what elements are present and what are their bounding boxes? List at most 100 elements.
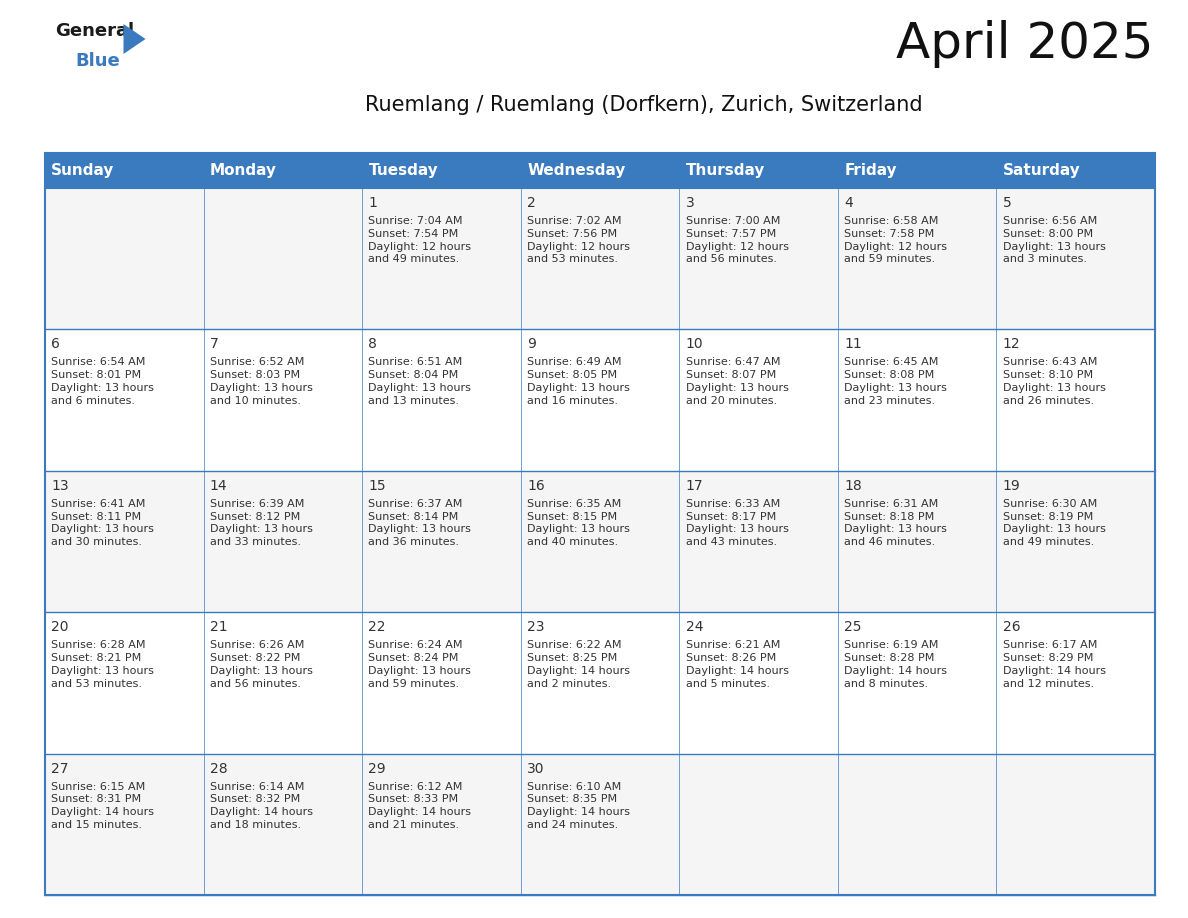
Bar <box>203 471 362 612</box>
Text: Sunrise: 6:21 AM
Sunset: 8:26 PM
Daylight: 14 hours
and 5 minutes.: Sunrise: 6:21 AM Sunset: 8:26 PM Dayligh… <box>685 640 789 688</box>
Bar <box>680 754 838 895</box>
Bar <box>838 188 997 330</box>
Bar <box>838 330 997 471</box>
Text: 6: 6 <box>51 338 61 352</box>
Text: Friday: Friday <box>845 163 897 178</box>
Bar <box>680 153 838 188</box>
Bar <box>520 330 680 471</box>
Text: 4: 4 <box>845 196 853 210</box>
Text: 23: 23 <box>527 621 544 634</box>
Bar <box>997 153 1155 188</box>
Bar <box>203 188 362 330</box>
Text: 15: 15 <box>368 479 386 493</box>
Text: Sunrise: 6:49 AM
Sunset: 8:05 PM
Daylight: 13 hours
and 16 minutes.: Sunrise: 6:49 AM Sunset: 8:05 PM Dayligh… <box>527 357 630 406</box>
Text: Ruemlang / Ruemlang (Dorfkern), Zurich, Switzerland: Ruemlang / Ruemlang (Dorfkern), Zurich, … <box>365 95 923 115</box>
Text: Sunrise: 7:00 AM
Sunset: 7:57 PM
Daylight: 12 hours
and 56 minutes.: Sunrise: 7:00 AM Sunset: 7:57 PM Dayligh… <box>685 216 789 264</box>
Text: Wednesday: Wednesday <box>527 163 625 178</box>
Text: Sunrise: 6:41 AM
Sunset: 8:11 PM
Daylight: 13 hours
and 30 minutes.: Sunrise: 6:41 AM Sunset: 8:11 PM Dayligh… <box>51 498 154 547</box>
Bar <box>45 471 203 612</box>
Text: Sunrise: 6:39 AM
Sunset: 8:12 PM
Daylight: 13 hours
and 33 minutes.: Sunrise: 6:39 AM Sunset: 8:12 PM Dayligh… <box>210 498 312 547</box>
Text: Saturday: Saturday <box>1003 163 1081 178</box>
Bar <box>45 612 203 754</box>
Text: Sunrise: 6:12 AM
Sunset: 8:33 PM
Daylight: 14 hours
and 21 minutes.: Sunrise: 6:12 AM Sunset: 8:33 PM Dayligh… <box>368 781 472 830</box>
Polygon shape <box>124 24 145 54</box>
Text: 1: 1 <box>368 196 378 210</box>
Bar <box>520 188 680 330</box>
Text: 13: 13 <box>51 479 69 493</box>
Text: April 2025: April 2025 <box>896 20 1154 68</box>
Text: Sunrise: 7:04 AM
Sunset: 7:54 PM
Daylight: 12 hours
and 49 minutes.: Sunrise: 7:04 AM Sunset: 7:54 PM Dayligh… <box>368 216 472 264</box>
Bar <box>203 754 362 895</box>
Text: Sunrise: 6:52 AM
Sunset: 8:03 PM
Daylight: 13 hours
and 10 minutes.: Sunrise: 6:52 AM Sunset: 8:03 PM Dayligh… <box>210 357 312 406</box>
Text: Thursday: Thursday <box>685 163 765 178</box>
Bar <box>45 188 203 330</box>
Text: 3: 3 <box>685 196 694 210</box>
Text: Sunrise: 6:19 AM
Sunset: 8:28 PM
Daylight: 14 hours
and 8 minutes.: Sunrise: 6:19 AM Sunset: 8:28 PM Dayligh… <box>845 640 947 688</box>
Bar <box>520 471 680 612</box>
Bar <box>997 188 1155 330</box>
Text: 7: 7 <box>210 338 219 352</box>
Text: Sunrise: 6:17 AM
Sunset: 8:29 PM
Daylight: 14 hours
and 12 minutes.: Sunrise: 6:17 AM Sunset: 8:29 PM Dayligh… <box>1003 640 1106 688</box>
Text: 20: 20 <box>51 621 69 634</box>
Bar <box>838 754 997 895</box>
Text: 10: 10 <box>685 338 703 352</box>
Text: 9: 9 <box>527 338 536 352</box>
Text: Sunrise: 6:15 AM
Sunset: 8:31 PM
Daylight: 14 hours
and 15 minutes.: Sunrise: 6:15 AM Sunset: 8:31 PM Dayligh… <box>51 781 154 830</box>
Bar <box>362 471 520 612</box>
Text: 22: 22 <box>368 621 386 634</box>
Text: Sunrise: 6:51 AM
Sunset: 8:04 PM
Daylight: 13 hours
and 13 minutes.: Sunrise: 6:51 AM Sunset: 8:04 PM Dayligh… <box>368 357 472 406</box>
Bar <box>45 754 203 895</box>
Text: 16: 16 <box>527 479 545 493</box>
Text: 30: 30 <box>527 762 544 776</box>
Text: 26: 26 <box>1003 621 1020 634</box>
Text: Sunrise: 6:22 AM
Sunset: 8:25 PM
Daylight: 14 hours
and 2 minutes.: Sunrise: 6:22 AM Sunset: 8:25 PM Dayligh… <box>527 640 630 688</box>
Bar <box>838 153 997 188</box>
Bar <box>362 754 520 895</box>
Bar <box>203 612 362 754</box>
Text: 27: 27 <box>51 762 69 776</box>
Text: 11: 11 <box>845 338 862 352</box>
Text: Sunrise: 6:56 AM
Sunset: 8:00 PM
Daylight: 13 hours
and 3 minutes.: Sunrise: 6:56 AM Sunset: 8:00 PM Dayligh… <box>1003 216 1106 264</box>
Text: Tuesday: Tuesday <box>368 163 438 178</box>
Text: General: General <box>55 22 134 40</box>
Bar <box>362 188 520 330</box>
Bar <box>997 612 1155 754</box>
Text: Sunrise: 6:10 AM
Sunset: 8:35 PM
Daylight: 14 hours
and 24 minutes.: Sunrise: 6:10 AM Sunset: 8:35 PM Dayligh… <box>527 781 630 830</box>
Text: 29: 29 <box>368 762 386 776</box>
Text: Sunrise: 6:31 AM
Sunset: 8:18 PM
Daylight: 13 hours
and 46 minutes.: Sunrise: 6:31 AM Sunset: 8:18 PM Dayligh… <box>845 498 947 547</box>
Bar <box>680 330 838 471</box>
Text: 12: 12 <box>1003 338 1020 352</box>
Text: Sunrise: 6:24 AM
Sunset: 8:24 PM
Daylight: 13 hours
and 59 minutes.: Sunrise: 6:24 AM Sunset: 8:24 PM Dayligh… <box>368 640 472 688</box>
Text: Sunrise: 6:35 AM
Sunset: 8:15 PM
Daylight: 13 hours
and 40 minutes.: Sunrise: 6:35 AM Sunset: 8:15 PM Dayligh… <box>527 498 630 547</box>
Bar <box>680 188 838 330</box>
Bar <box>520 153 680 188</box>
Bar <box>680 471 838 612</box>
Text: Sunrise: 6:28 AM
Sunset: 8:21 PM
Daylight: 13 hours
and 53 minutes.: Sunrise: 6:28 AM Sunset: 8:21 PM Dayligh… <box>51 640 154 688</box>
Text: Sunrise: 6:47 AM
Sunset: 8:07 PM
Daylight: 13 hours
and 20 minutes.: Sunrise: 6:47 AM Sunset: 8:07 PM Dayligh… <box>685 357 789 406</box>
Text: Monday: Monday <box>210 163 277 178</box>
Bar <box>997 754 1155 895</box>
Bar <box>203 330 362 471</box>
Bar <box>997 471 1155 612</box>
Text: 8: 8 <box>368 338 378 352</box>
Bar <box>203 153 362 188</box>
Text: Sunrise: 6:54 AM
Sunset: 8:01 PM
Daylight: 13 hours
and 6 minutes.: Sunrise: 6:54 AM Sunset: 8:01 PM Dayligh… <box>51 357 154 406</box>
Text: 25: 25 <box>845 621 861 634</box>
Text: Sunrise: 6:33 AM
Sunset: 8:17 PM
Daylight: 13 hours
and 43 minutes.: Sunrise: 6:33 AM Sunset: 8:17 PM Dayligh… <box>685 498 789 547</box>
Bar <box>362 612 520 754</box>
Text: 14: 14 <box>210 479 228 493</box>
Text: 21: 21 <box>210 621 228 634</box>
Text: Sunrise: 6:14 AM
Sunset: 8:32 PM
Daylight: 14 hours
and 18 minutes.: Sunrise: 6:14 AM Sunset: 8:32 PM Dayligh… <box>210 781 312 830</box>
Text: 17: 17 <box>685 479 703 493</box>
Bar <box>520 612 680 754</box>
Text: Sunrise: 6:37 AM
Sunset: 8:14 PM
Daylight: 13 hours
and 36 minutes.: Sunrise: 6:37 AM Sunset: 8:14 PM Dayligh… <box>368 498 472 547</box>
Text: 19: 19 <box>1003 479 1020 493</box>
Text: Sunrise: 6:45 AM
Sunset: 8:08 PM
Daylight: 13 hours
and 23 minutes.: Sunrise: 6:45 AM Sunset: 8:08 PM Dayligh… <box>845 357 947 406</box>
Text: Sunday: Sunday <box>51 163 115 178</box>
Text: Sunrise: 6:43 AM
Sunset: 8:10 PM
Daylight: 13 hours
and 26 minutes.: Sunrise: 6:43 AM Sunset: 8:10 PM Dayligh… <box>1003 357 1106 406</box>
Text: Sunrise: 6:30 AM
Sunset: 8:19 PM
Daylight: 13 hours
and 49 minutes.: Sunrise: 6:30 AM Sunset: 8:19 PM Dayligh… <box>1003 498 1106 547</box>
Text: 24: 24 <box>685 621 703 634</box>
Text: 28: 28 <box>210 762 228 776</box>
Text: Sunrise: 6:58 AM
Sunset: 7:58 PM
Daylight: 12 hours
and 59 minutes.: Sunrise: 6:58 AM Sunset: 7:58 PM Dayligh… <box>845 216 947 264</box>
Text: Sunrise: 7:02 AM
Sunset: 7:56 PM
Daylight: 12 hours
and 53 minutes.: Sunrise: 7:02 AM Sunset: 7:56 PM Dayligh… <box>527 216 630 264</box>
